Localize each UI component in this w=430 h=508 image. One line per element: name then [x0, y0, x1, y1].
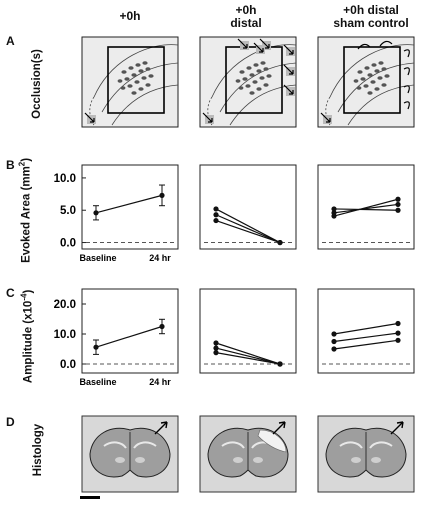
schematic-sham [317, 36, 415, 128]
column-header-2-line2: distal [230, 16, 262, 30]
chart-b3-series-line [333, 208, 399, 211]
chart-b1-ytick-label: 10.0 [54, 173, 76, 185]
chart-b3-data-point [331, 206, 337, 212]
chart-b2-data-point [277, 239, 283, 246]
chart-b1-data-point [159, 192, 165, 198]
column-header-1-text: +0h [119, 9, 141, 23]
histology-section-3 [317, 415, 415, 493]
chart-c2-data-point [213, 345, 219, 351]
chart-c3-data-point [331, 338, 337, 345]
chart-c3-data-point [395, 330, 401, 336]
panel-letter-b: B [6, 158, 15, 172]
column-header-2: +0h distal [196, 4, 296, 30]
chart-c3-data-point [331, 331, 337, 337]
chart-c3-data-point [395, 337, 401, 343]
chart-c2-data-point [277, 361, 283, 367]
chart-c3-series-line [333, 322, 399, 335]
chart-b1-data-point [93, 210, 99, 216]
chart-b2-series-line [215, 214, 281, 244]
column-header-3-line1: +0h distal [343, 3, 399, 17]
chart-c1-xtick-label: Baseline [79, 377, 116, 387]
chart-b1-ytick-label: 0.0 [60, 238, 76, 250]
chart-c2-data-point [213, 340, 219, 346]
chart-b2-series-line [215, 208, 281, 244]
chart-b3-data-point [331, 213, 337, 219]
chart-b1-xtick-label: 24 hr [149, 253, 171, 263]
chart-b1-series-line [95, 194, 163, 214]
chart-c1-ytick-label: 20.0 [54, 299, 76, 311]
column-header-3-line2: sham control [333, 16, 409, 30]
chart-c1-frame [81, 288, 179, 374]
chart-c1-data-point [93, 344, 99, 350]
column-header-1: +0h [80, 10, 180, 23]
chart-c3-frame [317, 288, 415, 374]
chart-b2-frame [199, 164, 297, 250]
chart-c1-xtick-label: 24 hr [149, 377, 171, 387]
chart-c3-series-line [333, 332, 399, 343]
chart-b1-ytick-label: 5.0 [60, 205, 76, 217]
chart-b1-frame [81, 164, 179, 250]
scale-bar [80, 496, 100, 499]
chart-b3-series-line [333, 203, 399, 214]
chart-b3-series-line [333, 198, 399, 217]
chart-c1-ytick-label: 10.0 [54, 329, 76, 341]
histology-section-1 [81, 415, 179, 493]
chart-c1-ytick-label: 0.0 [60, 359, 76, 371]
chart-b2-data-point [213, 206, 219, 212]
chart-b3-data-point [395, 196, 401, 202]
chart-c3-series-line [333, 339, 399, 350]
chart-c2-data-point [213, 350, 219, 356]
chart-c3-data-point [395, 320, 401, 327]
chart-c1-data-point [159, 323, 165, 330]
panel-letter-d: D [6, 415, 15, 429]
chart-c3-data-point [331, 346, 337, 352]
panel-letter-a: A [6, 34, 15, 48]
chart-c2-series-line [215, 342, 281, 365]
chart-b1-xtick-label: Baseline [79, 253, 116, 263]
chart-c2-series-line [215, 347, 281, 365]
chart-c2-frame [199, 288, 297, 374]
column-header-2-line1: +0h [235, 3, 257, 17]
chart-b2-data-point [213, 212, 219, 218]
panel-letter-c: C [6, 286, 15, 300]
chart-b3-frame [317, 164, 415, 250]
chart-b2-data-point [213, 217, 219, 224]
chart-b2-series-line [215, 220, 281, 244]
chart-c2-series-line [215, 352, 281, 365]
column-header-3: +0h distal sham control [316, 4, 426, 30]
histology-section-2 [199, 415, 297, 493]
chart-b3-data-point [395, 201, 401, 208]
chart-b3-data-point [395, 207, 401, 213]
chart-c1-series-line [95, 325, 163, 348]
